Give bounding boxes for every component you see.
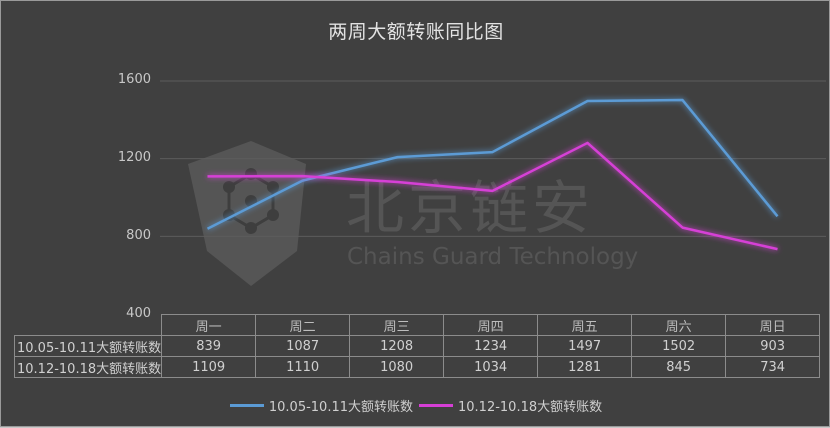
col-header: 周四 bbox=[443, 314, 539, 336]
legend-label: 10.12-10.18大额转账数 bbox=[458, 400, 603, 415]
row-header: 10.05-10.11大额转账数 bbox=[13, 335, 163, 357]
table-cell: 1109 bbox=[161, 356, 257, 378]
table-row: 10.12-10.18大额转账数 1109 1110 1080 1034 128… bbox=[13, 356, 821, 378]
legend-swatch-blue bbox=[229, 404, 264, 407]
col-header: 周日 bbox=[725, 314, 821, 336]
gridlines bbox=[160, 80, 826, 237]
col-header: 周三 bbox=[349, 314, 445, 336]
data-table: 周一 周二 周三 周四 周五 周六 周日 10.05-10.11大额转账数 83… bbox=[13, 314, 821, 378]
table-cell: 1281 bbox=[537, 356, 633, 378]
chart-title: 两周大额转账同比图 bbox=[328, 21, 504, 43]
table-cell: 1208 bbox=[349, 335, 445, 357]
table-corner bbox=[15, 315, 162, 336]
legend: 10.05-10.11大额转账数 10.12-10.18大额转账数 bbox=[1, 396, 830, 415]
table-cell: 1087 bbox=[255, 335, 351, 357]
watermark-text-cn: 北京链安 bbox=[346, 174, 595, 242]
table-header-row: 周一 周二 周三 周四 周五 周六 周日 bbox=[15, 314, 821, 336]
table-cell: 845 bbox=[631, 356, 727, 378]
table-cell: 839 bbox=[161, 335, 257, 357]
table-cell: 1110 bbox=[255, 356, 351, 378]
legend-item-series2[interactable]: 10.12-10.18大额转账数 bbox=[419, 396, 602, 415]
series-line-1 bbox=[206, 98, 779, 230]
row-header: 10.12-10.18大额转账数 bbox=[13, 356, 163, 378]
col-header: 周六 bbox=[631, 314, 727, 336]
watermark-text-en: Chains Guard Technology bbox=[347, 244, 639, 270]
table-cell: 1497 bbox=[537, 335, 633, 357]
table-cell: 1080 bbox=[349, 356, 445, 378]
legend-swatch-magenta bbox=[419, 404, 453, 407]
table-cell: 1502 bbox=[631, 335, 727, 357]
legend-label: 10.05-10.11大额转账数 bbox=[268, 400, 413, 415]
col-header: 周五 bbox=[537, 314, 633, 336]
table-cell: 1234 bbox=[443, 335, 539, 357]
y-tick-1600: 1600 bbox=[117, 72, 151, 87]
y-tick-1200: 1200 bbox=[117, 150, 151, 165]
legend-item-series1[interactable]: 10.05-10.11大额转账数 bbox=[229, 396, 413, 415]
y-tick-400: 400 bbox=[126, 306, 151, 321]
table-cell: 734 bbox=[725, 356, 821, 378]
y-tick-800: 800 bbox=[126, 228, 151, 243]
col-header: 周二 bbox=[255, 314, 351, 336]
series-line-2 bbox=[207, 141, 778, 251]
table-row: 10.05-10.11大额转账数 839 1087 1208 1234 1497… bbox=[13, 335, 821, 357]
table-cell: 1034 bbox=[443, 356, 539, 378]
table-cell: 903 bbox=[725, 335, 821, 357]
col-header: 周一 bbox=[161, 314, 257, 336]
series-lines bbox=[206, 98, 779, 251]
